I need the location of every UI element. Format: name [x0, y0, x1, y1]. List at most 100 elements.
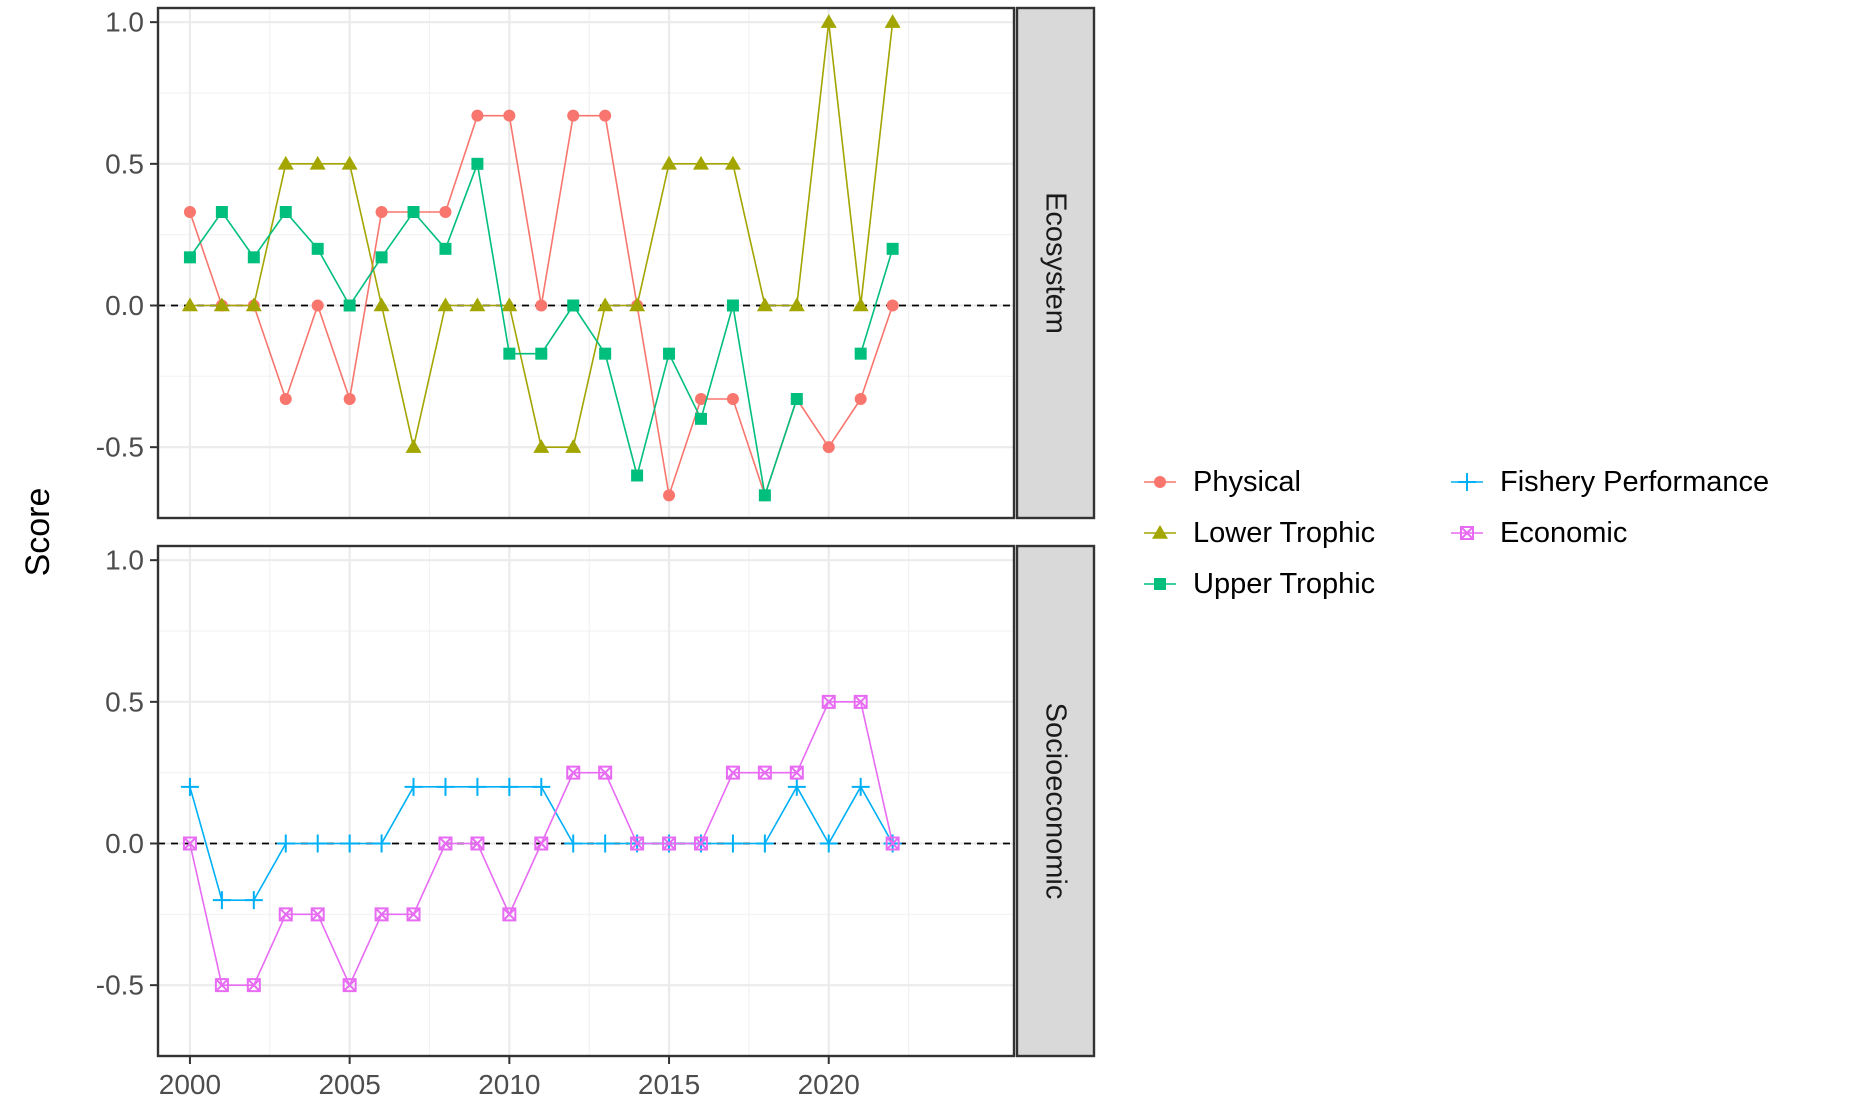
- data-point-lower_trophic: [565, 439, 582, 453]
- data-point-lower_trophic: [852, 297, 869, 312]
- panel-border: [156, 6, 1016, 520]
- legend-item-lower_trophic: Lower Trophic: [1144, 517, 1375, 549]
- data-point-upper_trophic: [375, 251, 388, 264]
- legend-key-marker: [1154, 476, 1166, 488]
- data-point-physical: [311, 299, 324, 312]
- data-point-physical: [503, 109, 516, 122]
- data-point-lower_trophic: [788, 297, 805, 312]
- data-point-economic: [438, 836, 453, 851]
- data-point-economic: [566, 765, 581, 780]
- legend-label: Economic: [1500, 517, 1627, 549]
- facet-strip-label: Ecosystem: [1040, 192, 1072, 334]
- panel-socioeconomic: Socioeconomic -0.5 0.0 0.5 1.0: [96, 544, 1096, 1058]
- data-point-upper_trophic: [790, 393, 803, 405]
- data-point-upper_trophic: [886, 242, 899, 255]
- facet-strip-label: Socioeconomic: [1040, 703, 1072, 900]
- series-upper_trophic: [183, 157, 899, 502]
- data-point-upper_trophic: [535, 347, 548, 360]
- facet-strip: [1015, 544, 1096, 1058]
- data-point-upper_trophic: [726, 299, 739, 312]
- legend-item-fishery_performance: Fishery Performance: [1451, 466, 1769, 498]
- data-point-fishery_performance: [404, 777, 423, 796]
- data-point-physical: [726, 393, 739, 405]
- panel-ecosystem: Ecosystem -0.5 0.0 0.5 1.0: [96, 6, 1096, 520]
- data-point-economic: [789, 765, 804, 780]
- data-point-economic: [310, 907, 325, 922]
- data-point-physical: [663, 489, 676, 502]
- data-point-lower_trophic: [661, 155, 678, 170]
- data-point-fishery_performance: [212, 891, 231, 910]
- data-point-lower_trophic: [213, 297, 230, 312]
- y-tick-label: 1.0: [105, 7, 144, 38]
- x-tick-label: 2020: [798, 1069, 860, 1100]
- data-point-lower_trophic: [533, 439, 550, 453]
- data-point-economic: [630, 836, 645, 851]
- data-point-lower_trophic: [884, 14, 901, 28]
- data-point-economic: [246, 978, 261, 993]
- data-point-lower_trophic: [405, 439, 422, 453]
- data-point-lower_trophic: [501, 297, 518, 312]
- facet-strip: [1015, 6, 1096, 520]
- data-point-economic: [885, 836, 900, 851]
- data-point-physical: [279, 393, 292, 405]
- data-point-fishery_performance: [500, 777, 519, 796]
- data-point-physical: [375, 206, 388, 218]
- legend-key-marker: [1460, 526, 1474, 540]
- data-point-physical: [599, 109, 612, 122]
- data-point-lower_trophic: [469, 297, 486, 312]
- data-point-physical: [694, 393, 707, 405]
- legend-item-physical: Physical: [1144, 466, 1301, 498]
- data-point-fishery_performance: [436, 777, 455, 796]
- legend: Physical Lower Trophic Upper Trophic Fisher…: [1144, 466, 1769, 600]
- x-tick-label: 2010: [478, 1069, 540, 1100]
- data-point-physical: [183, 206, 196, 218]
- data-point-physical: [439, 206, 452, 218]
- data-point-upper_trophic: [663, 347, 676, 360]
- legend-key-marker: [1152, 525, 1168, 539]
- data-point-economic: [725, 765, 740, 780]
- data-point-lower_trophic: [309, 155, 326, 170]
- y-tick-label: 0.5: [105, 686, 144, 717]
- legend-label: Fishery Performance: [1500, 466, 1769, 498]
- data-point-economic: [214, 978, 229, 993]
- y-tick-label: 0.5: [105, 148, 144, 179]
- legend-key-marker: [1458, 473, 1476, 491]
- data-point-economic: [662, 836, 677, 851]
- data-point-fishery_performance: [244, 891, 263, 910]
- data-point-fishery_performance: [180, 777, 199, 796]
- data-point-lower_trophic: [756, 297, 773, 312]
- data-point-economic: [406, 907, 421, 922]
- data-point-fishery_performance: [564, 834, 583, 853]
- data-point-fishery_performance: [532, 777, 551, 796]
- data-point-economic: [374, 907, 389, 922]
- data-point-lower_trophic: [181, 297, 198, 312]
- data-point-economic: [278, 907, 293, 922]
- data-point-lower_trophic: [820, 14, 837, 28]
- data-point-lower_trophic: [692, 155, 709, 170]
- data-point-economic: [342, 978, 357, 993]
- data-point-fishery_performance: [276, 834, 295, 853]
- data-point-economic: [693, 836, 708, 851]
- data-point-upper_trophic: [343, 299, 356, 312]
- data-point-upper_trophic: [247, 251, 260, 264]
- data-point-economic: [853, 694, 868, 709]
- y-axis-title: Score: [19, 488, 57, 577]
- x-tick-label: 2000: [159, 1069, 221, 1100]
- data-point-lower_trophic: [373, 297, 390, 312]
- data-point-fishery_performance: [723, 834, 742, 853]
- data-point-lower_trophic: [341, 155, 358, 170]
- data-point-upper_trophic: [567, 299, 580, 312]
- data-point-upper_trophic: [854, 347, 867, 360]
- data-point-fishery_performance: [372, 834, 391, 853]
- data-point-fishery_performance: [596, 834, 615, 853]
- data-point-economic: [598, 765, 613, 780]
- series-line-upper_trophic: [189, 160, 894, 496]
- data-point-upper_trophic: [503, 347, 516, 360]
- data-point-upper_trophic: [599, 347, 612, 360]
- panel-border: [156, 544, 1016, 1058]
- y-tick-label: 0.0: [105, 828, 144, 859]
- data-point-upper_trophic: [439, 242, 452, 255]
- data-point-physical: [343, 393, 356, 405]
- data-point-physical: [471, 109, 484, 122]
